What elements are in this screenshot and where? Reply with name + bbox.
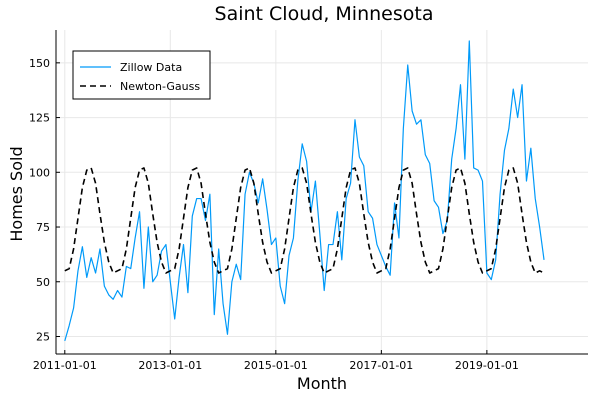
x-tick-label: 2019-01-01 — [455, 359, 519, 372]
newton-gauss-series-line — [64, 167, 545, 274]
x-tick-label: 2011-01-01 — [33, 359, 97, 372]
y-tick-label: 125 — [29, 112, 50, 125]
chart-title: Saint Cloud, Minnesota — [215, 3, 434, 25]
y-axis-label: Homes Sold — [7, 146, 26, 241]
zillow-data-series-line — [64, 40, 545, 342]
axes — [55, 30, 588, 355]
y-tick-label: 100 — [29, 166, 50, 179]
y-tick-label: 75 — [36, 221, 50, 234]
x-tick-label: 2013-01-01 — [138, 359, 202, 372]
y-tick-label: 50 — [36, 276, 50, 289]
y-tick-label: 25 — [36, 330, 50, 343]
x-tick-label: 2017-01-01 — [349, 359, 413, 372]
series-layer — [64, 40, 545, 342]
x-tick-label: 2015-01-01 — [244, 359, 308, 372]
legend-box — [72, 50, 211, 100]
y-tick-label: 150 — [29, 57, 50, 70]
ticks: 25 50 75 100 125 150 2011-01-01 2013-01-01 2015-… — [29, 57, 519, 372]
legend-label: Newton-Gauss — [120, 80, 200, 93]
legend: Zillow Data Newton-Gauss — [72, 50, 211, 100]
legend-label: Zillow Data — [120, 61, 182, 74]
x-axis-label: Month — [297, 374, 347, 393]
